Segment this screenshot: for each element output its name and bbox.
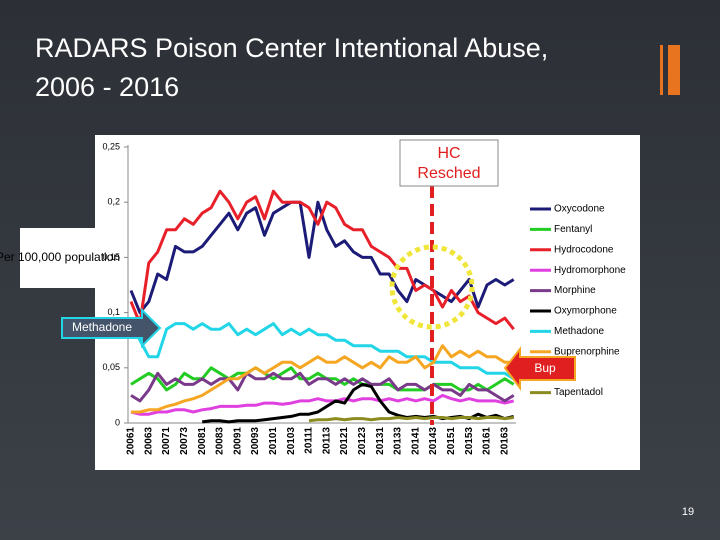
y-tick-label: 0,05 [102, 362, 120, 372]
annotation-text: HC Resched [417, 145, 480, 182]
x-tick-label: 20103 [286, 427, 297, 455]
legend-label: Fentanyl [554, 224, 592, 235]
x-tick-label: 20081 [197, 427, 208, 455]
overlay: HC Resched Methadone Bup [61, 139, 576, 425]
series-line [130, 366, 515, 392]
legend-label: Oxymorphone [554, 306, 617, 317]
slide-title: RADARS Poison Center Intentional Abuse, [35, 33, 548, 63]
y-tick-label: 0 [115, 417, 120, 427]
legend-label: Buprenorphine [554, 346, 620, 357]
x-tick-label: 20101 [268, 427, 279, 455]
x-tick-label: 20153 [464, 427, 475, 455]
y-axis-label: Per 100,000 population [0, 250, 120, 264]
x-tick-label: 20161 [482, 427, 493, 455]
series-line [129, 322, 515, 381]
legend-label: Hydrocodone [554, 244, 614, 255]
page-number: 19 [682, 506, 694, 518]
series-line [130, 393, 515, 416]
annotation-box [399, 139, 499, 187]
x-tick-label: 20141 [410, 427, 421, 455]
y-label-box [20, 228, 95, 288]
x-tick-label: 20073 [179, 427, 190, 455]
legend-label: Hydromorphone [554, 265, 626, 276]
methadone-arrow [61, 307, 162, 349]
x-tick-label: 20063 [143, 427, 154, 455]
x-tick-label: 20113 [321, 427, 332, 455]
series-line [130, 371, 515, 403]
legend-label: Methadone [554, 326, 604, 337]
series-line [129, 189, 515, 331]
legend-label: Tapentadol [554, 387, 603, 398]
x-tick-label: 20133 [393, 427, 404, 455]
x-tick-label: 20163 [499, 427, 510, 455]
x-tick-label: 20123 [357, 427, 368, 455]
slide-subtitle: 2006 - 2016 [35, 72, 179, 102]
accent-bar-thin [660, 45, 663, 95]
x-tick-label: 20091 [232, 427, 243, 455]
bup-arrow [503, 346, 576, 391]
x-tick-label: 20111 [304, 427, 315, 454]
x-tick-label: 20151 [446, 427, 457, 455]
annotation-text: Bup [534, 361, 556, 375]
x-tick-label: 20061 [126, 427, 137, 455]
series-line [308, 416, 514, 423]
x-tick-label: 20143 [428, 427, 439, 455]
annotation-text: Methadone [72, 320, 132, 334]
plot: 0 0,05 0,1 0,15 0,2 0,25 20061 20063 20071 20073 2… [102, 141, 626, 454]
x-tick-label: 20083 [215, 427, 226, 455]
y-tick-label: 0,2 [107, 197, 120, 207]
x-tick-label: 20121 [339, 427, 350, 455]
x-tick-label: 20093 [250, 427, 261, 455]
y-tick-label: 0,1 [107, 307, 120, 317]
x-tick-label: 20071 [161, 427, 172, 455]
y-tick-label: 0,15 [102, 252, 120, 262]
chart-area [95, 135, 640, 470]
x-tick-label: 20131 [375, 427, 386, 455]
series-line [131, 344, 514, 414]
highlight-circle [389, 244, 475, 330]
legend-label: Morphine [554, 285, 596, 296]
accent-bar [668, 45, 680, 95]
y-tick-label: 0,25 [102, 141, 120, 151]
legend-label: Oxycodone [554, 204, 605, 215]
